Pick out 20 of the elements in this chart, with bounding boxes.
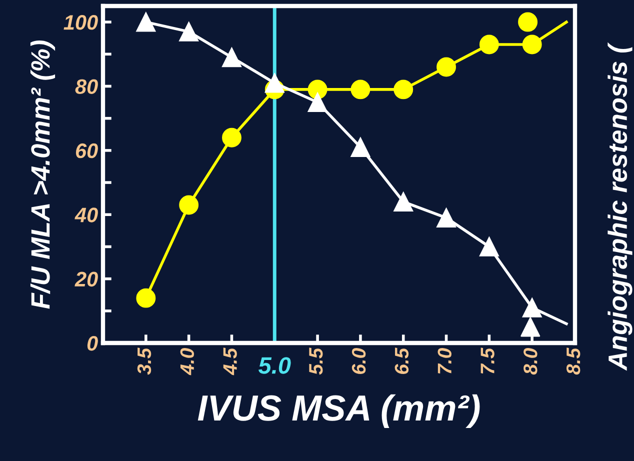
x-tick-label: 7.5: [480, 348, 494, 374]
x-tick-label: 5.5: [309, 348, 323, 375]
y-tick-label: 20: [74, 272, 98, 287]
y2-axis-title: Angiographic restenosis (: [608, 42, 632, 371]
x-tick-label: 8.0: [524, 348, 538, 375]
ref-line-label: 5.0: [258, 357, 291, 374]
x-axis-title: IVUS MSA (mm²): [198, 394, 480, 428]
y-tick-label: 80: [75, 79, 98, 94]
x-tick-label: 3.5: [137, 348, 152, 375]
y-tick-label: 0: [87, 336, 98, 351]
x-tick-label: 6.5: [394, 348, 409, 374]
x-tick-label: 8.5: [566, 348, 580, 375]
x-tick-label: 7.0: [438, 348, 452, 374]
y-tick-label: 60: [76, 143, 98, 158]
y-tick-label: 100: [64, 15, 98, 30]
y-axis-title: F/U MLA >4.0mm² (%): [30, 40, 56, 309]
x-tick-label: 6.0: [352, 348, 366, 374]
x-tick-label: 4.5: [223, 348, 237, 376]
y-tick-label: 40: [74, 208, 98, 222]
x-tick-label: 4.0: [180, 348, 194, 376]
